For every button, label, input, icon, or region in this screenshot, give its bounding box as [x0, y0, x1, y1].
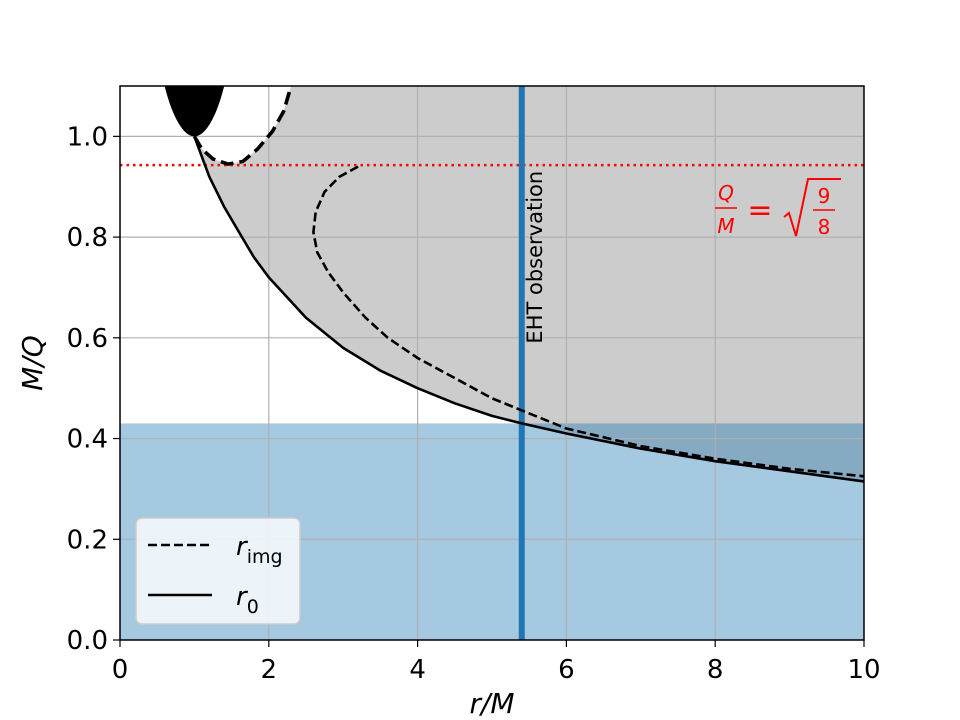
y-tick-label: 0.6	[67, 324, 108, 354]
eq-nine: 9	[818, 184, 831, 208]
legend-box	[135, 517, 301, 625]
black-region	[164, 86, 225, 137]
y-tick-label: 1.0	[67, 122, 108, 152]
y-axis-ticks: 0.0 0.2 0.4 0.6 0.8 1.0	[67, 122, 120, 656]
x-tick-label: 8	[707, 655, 724, 685]
y-tick-label: 0.2	[67, 525, 108, 555]
x-tick-label: 6	[558, 655, 575, 685]
x-tick-label: 4	[409, 655, 426, 685]
eq-equals: =	[747, 193, 772, 228]
y-tick-label: 0.8	[67, 223, 108, 253]
y-tick-label: 0.0	[67, 626, 108, 656]
plot-frame	[119, 85, 865, 641]
x-axis-label: r/M	[469, 687, 514, 720]
y-axis-label: M/Q	[16, 335, 49, 391]
legend-label-rimg: rimg	[236, 532, 283, 568]
eq-q: Q	[718, 181, 734, 205]
x-tick-label: 2	[261, 655, 278, 685]
grid-lines	[120, 86, 864, 640]
x-tick-label: 0	[112, 655, 129, 685]
eq-m: M	[717, 214, 734, 238]
legend-label-r0: r0	[236, 582, 259, 618]
series-line-2	[192, 86, 293, 166]
eq-sqrt-sign	[783, 178, 841, 237]
series-layer	[192, 86, 864, 483]
red-equation: Q M = 9 8	[715, 178, 841, 239]
eq-eight: 8	[818, 215, 831, 239]
y-tick-label: 0.4	[67, 425, 108, 455]
series-line-1	[193, 135, 864, 483]
x-axis-ticks: 0 2 4 6 8 10	[112, 640, 881, 685]
eht-annotation: EHT observation	[523, 171, 547, 344]
gray-region	[194, 86, 864, 482]
legend: rimg r0	[135, 517, 301, 625]
series-line-0	[312, 165, 864, 478]
x-tick-label: 10	[847, 655, 880, 685]
